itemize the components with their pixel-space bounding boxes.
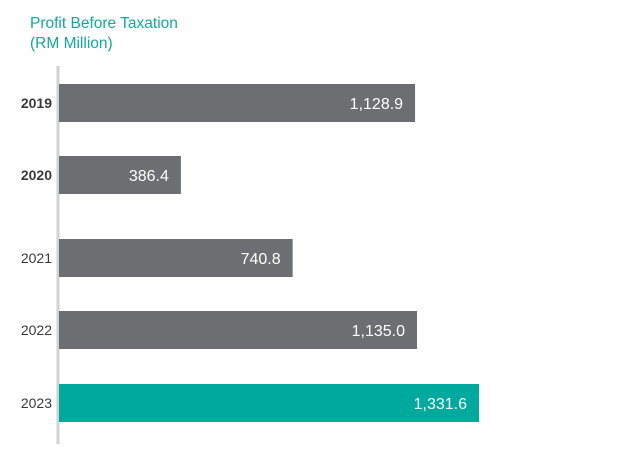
bar-2023: [59, 384, 479, 422]
value-label-2019: 1,128.9: [350, 96, 403, 113]
category-label-2020: 2020: [21, 167, 52, 183]
bar-2020: [59, 156, 181, 194]
value-label-2020: 386.4: [129, 168, 169, 185]
category-label-2023: 2023: [21, 395, 52, 411]
value-label-2022: 1,135.0: [352, 323, 405, 340]
value-label-2021: 740.8: [241, 251, 281, 268]
bar-2022: [59, 311, 417, 349]
chart-subtitle: (RM Million): [30, 35, 113, 52]
category-label-2022: 2022: [21, 322, 52, 338]
chart-title: Profit Before Taxation: [30, 15, 178, 32]
bar-2021: [59, 239, 293, 277]
bar-2019: [59, 84, 416, 122]
chart-title-block: Profit Before Taxation (RM Million): [30, 14, 178, 54]
value-label-2023: 1,331.6: [414, 396, 467, 413]
category-label-2019: 2019: [21, 95, 52, 111]
category-label-2021: 2021: [21, 250, 52, 266]
